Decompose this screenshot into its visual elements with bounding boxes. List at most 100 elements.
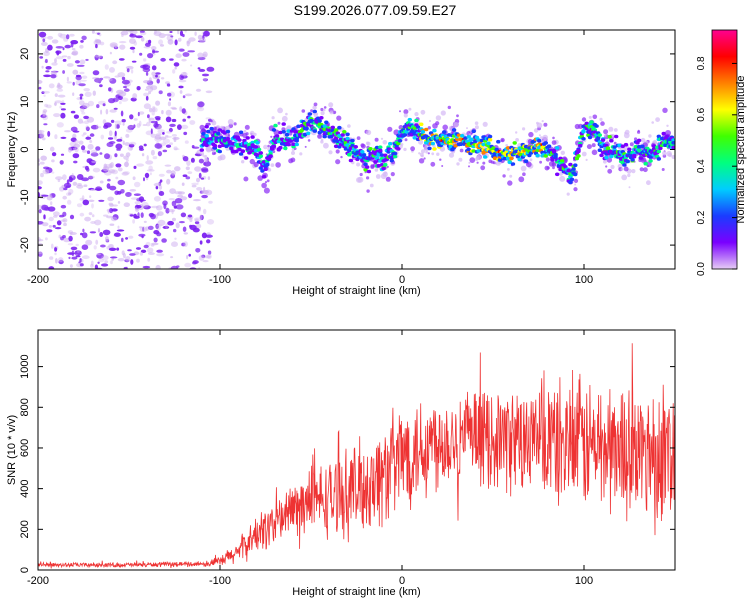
heatmap-point (340, 133, 345, 137)
heatmap-point (286, 129, 291, 133)
heatmap-point (283, 146, 288, 151)
heatmap-point (627, 147, 632, 152)
heatmap-point (67, 55, 71, 60)
heatmap-point (671, 138, 675, 142)
heatmap-point (109, 141, 116, 144)
heatmap-point (133, 193, 141, 196)
heatmap-point (266, 179, 270, 183)
heatmap-point (108, 169, 116, 174)
heatmap-point (366, 129, 372, 136)
heatmap-point (70, 42, 74, 48)
heatmap-point (389, 158, 394, 163)
heatmap-point (192, 199, 201, 202)
heatmap-point (165, 207, 170, 214)
heatmap-point (45, 58, 48, 64)
heatmap-point (541, 120, 544, 123)
heatmap-point (106, 215, 113, 219)
heatmap-point (44, 103, 48, 108)
heatmap-point (213, 152, 217, 155)
heatmap-point (596, 136, 601, 140)
heatmap-point (116, 89, 124, 95)
heatmap-point (539, 160, 542, 164)
heatmap-point (662, 107, 668, 114)
heatmap-point (155, 205, 163, 211)
heatmap-point (165, 116, 172, 123)
heatmap-point (142, 226, 145, 232)
heatmap-point (158, 185, 163, 190)
heatmap-point (70, 246, 78, 251)
heatmap-point (171, 118, 177, 123)
heatmap-point (515, 131, 518, 134)
heatmap-point (559, 175, 566, 182)
heatmap-point (39, 56, 44, 59)
heatmap-point (108, 77, 113, 82)
heatmap-point (366, 169, 372, 174)
heatmap-point (618, 157, 624, 161)
heatmap-point (181, 108, 186, 114)
heatmap-point (163, 203, 167, 210)
heatmap-point (197, 206, 201, 211)
heatmap-point (55, 258, 58, 264)
heatmap-point (177, 37, 182, 42)
heatmap-point (47, 35, 54, 40)
heatmap-point (74, 60, 80, 64)
heatmap-point (217, 128, 222, 132)
heatmap-point (206, 239, 211, 244)
heatmap-point (139, 251, 144, 256)
heatmap-point (505, 156, 511, 161)
heatmap-point (182, 174, 188, 177)
heatmap-point (537, 138, 542, 143)
heatmap-point (186, 40, 190, 47)
heatmap-point (69, 33, 75, 37)
heatmap-point (200, 151, 205, 156)
heatmap-point (185, 166, 190, 171)
heatmap-point (79, 197, 85, 201)
heatmap-point (79, 93, 84, 97)
heatmap-point (143, 80, 150, 84)
heatmap-point (483, 155, 488, 159)
heatmap-point (412, 136, 417, 140)
heatmap-point (143, 58, 147, 62)
colorbar-tick-label: 0.2 (696, 210, 707, 224)
heatmap-point (281, 130, 286, 134)
heatmap-point (603, 159, 607, 164)
heatmap-point (313, 102, 318, 107)
heatmap-point (158, 191, 165, 196)
heatmap-point (125, 128, 133, 133)
heatmap-point (420, 149, 426, 154)
heatmap-point (197, 34, 203, 40)
heatmap-point (114, 130, 117, 137)
snr-x-tick-label: -100 (209, 575, 231, 587)
heatmap-point (158, 173, 165, 177)
heatmap-point (453, 121, 459, 128)
heatmap-point (624, 129, 630, 135)
heatmap-point (244, 124, 250, 130)
heatmap-point (174, 198, 183, 204)
heatmap-point (79, 263, 84, 267)
heatmap-point (117, 72, 126, 78)
heatmap-point (328, 102, 334, 108)
heatmap-point (196, 223, 202, 229)
heatmap-point (172, 217, 176, 222)
heatmap-point (475, 157, 479, 161)
heatmap-point (122, 140, 125, 145)
heatmap-point (365, 141, 370, 145)
heatmap-point (166, 178, 171, 185)
heatmap-point (83, 132, 87, 135)
heatmap-point (83, 184, 88, 187)
snr-plot-area (38, 343, 675, 569)
heatmap-point (202, 51, 208, 58)
heatmap-point (404, 138, 408, 142)
heatmap-point (38, 162, 41, 166)
heatmap-point (81, 121, 85, 124)
heatmap-point (156, 249, 163, 253)
heatmap-point (576, 148, 581, 153)
heatmap-point (169, 188, 177, 195)
heatmap-point (201, 194, 208, 199)
heatmap-point (482, 121, 488, 127)
heatmap-point (155, 74, 158, 78)
heatmap-point (125, 237, 129, 240)
heatmap-point (98, 229, 100, 233)
snr-x-tick-label: 0 (399, 575, 405, 587)
heatmap-point (98, 258, 105, 263)
